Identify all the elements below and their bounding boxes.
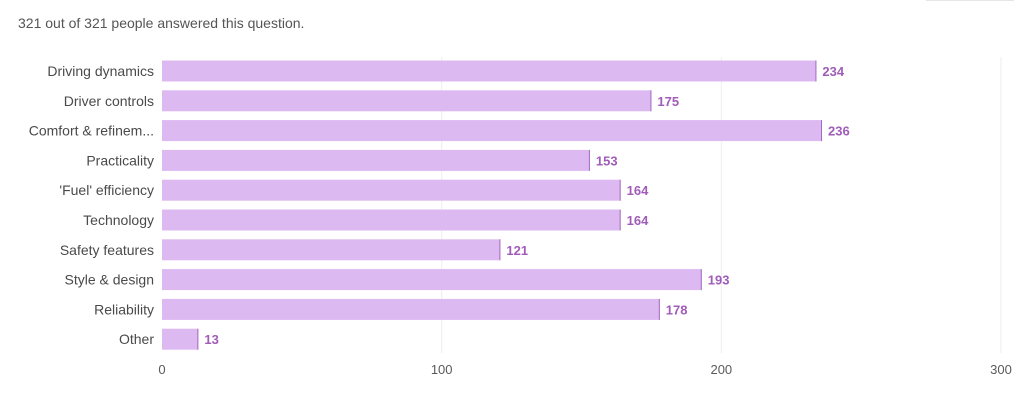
data-label: 153	[596, 153, 618, 168]
bar[interactable]	[162, 209, 621, 231]
bar[interactable]	[162, 149, 590, 171]
bar[interactable]	[162, 239, 501, 261]
data-label: 193	[708, 273, 730, 288]
category-label: Other	[119, 331, 154, 347]
data-label: 164	[627, 213, 649, 228]
category-label: Style & design	[65, 272, 155, 288]
category-label: Driving dynamics	[47, 63, 154, 79]
category-label: Safety features	[60, 242, 154, 258]
bars	[162, 60, 823, 350]
category-label: Reliability	[94, 301, 154, 317]
data-label: 175	[657, 94, 679, 109]
bar[interactable]	[162, 269, 702, 291]
category-label: Practicality	[86, 152, 154, 168]
data-label: 236	[828, 124, 850, 139]
value-labels: 234 175 236 153 164 164 121 193 178 13	[204, 64, 849, 347]
category-labels: Driving dynamics Driver controls Comfort &…	[29, 63, 155, 347]
data-label: 234	[822, 64, 844, 79]
top-divider	[926, 0, 1014, 1]
bar[interactable]	[162, 90, 652, 112]
bar[interactable]	[162, 120, 823, 142]
category-label: Comfort & refinem...	[29, 123, 154, 139]
bar[interactable]	[162, 298, 660, 320]
x-tick-label: 0	[158, 362, 165, 377]
category-label: 'Fuel' efficiency	[59, 182, 154, 198]
response-summary: 321 out of 321 people answered this ques…	[18, 15, 305, 31]
data-label: 121	[506, 243, 528, 258]
data-label: 178	[666, 302, 688, 317]
category-label: Driver controls	[64, 93, 154, 109]
bar[interactable]	[162, 179, 621, 201]
category-label: Technology	[83, 212, 154, 228]
x-axis-ticks: 0 100 200 300	[158, 362, 1011, 377]
x-tick-label: 100	[431, 362, 453, 377]
bar[interactable]	[162, 328, 199, 350]
data-label: 164	[627, 183, 649, 198]
bar[interactable]	[162, 60, 817, 82]
x-tick-label: 300	[990, 362, 1012, 377]
data-label: 13	[204, 332, 218, 347]
x-tick-label: 200	[710, 362, 732, 377]
